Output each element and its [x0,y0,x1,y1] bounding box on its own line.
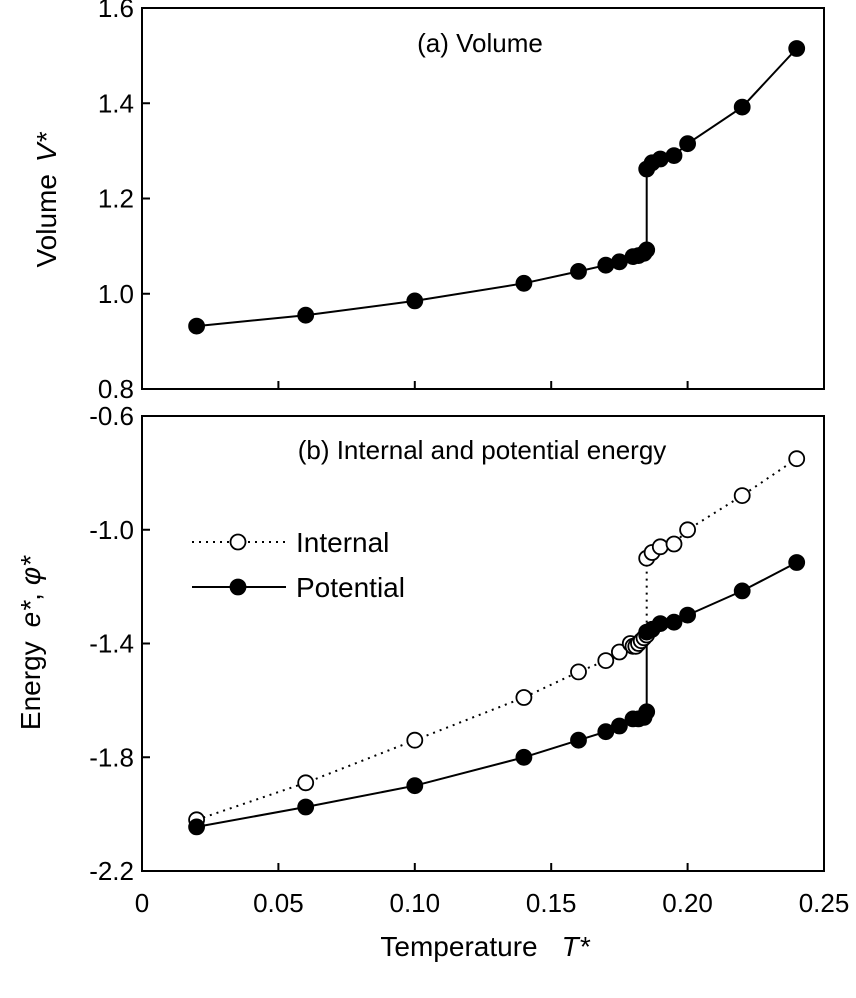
y-tick-label: 1.2 [98,184,134,214]
panel-b-y-symbol-2: φ* [15,555,46,585]
legend-potential-marker [229,578,247,596]
panel-b-y-symbol-1: e* [15,600,46,628]
legend-item-potential: Potential [192,572,405,603]
x-tick-label: 0.05 [253,888,304,918]
data-point-internal [597,652,615,669]
data-point-potential [515,748,533,766]
data-point-potential [611,717,628,735]
panel-a-points [188,40,806,335]
legend: Internal Potential [192,527,405,603]
data-point-volume [188,317,206,335]
data-point-volume [297,306,315,324]
y-tick-label: -2.2 [89,856,134,886]
data-point-volume [651,150,669,168]
data-point-volume [733,98,751,116]
x-label: Temperature [380,931,537,962]
data-point-volume [597,256,615,274]
x-tick-label: 0 [135,888,149,918]
data-point-internal [297,774,315,792]
legend-potential-label: Potential [296,572,405,603]
data-point-potential [665,613,683,631]
data-point-internal [515,689,533,706]
data-point-internal [788,450,806,468]
panel-a-title: (a) Volume [417,28,543,58]
y-tick-label: 1.4 [98,88,134,118]
data-point-potential [188,818,206,836]
data-point-potential [651,615,669,632]
data-point-potential [733,582,751,600]
panel-b-y-axis-title: Energy e*, φ* [15,555,46,730]
panel-a-y-label: Volume [31,174,62,267]
panel-energy: -2.2 -1.8 -1.4 -1.0 -0.6 0 0.05 0.10 0.15 0.20 0.… [15,401,849,918]
y-tick-label: -1.4 [89,629,134,659]
panel-a-y-symbol: V* [31,131,62,162]
data-point-potential [679,606,696,624]
data-point-volume [406,292,424,310]
panel-b-x-axis: 0 0.05 0.10 0.15 0.20 0.25 [135,863,850,918]
data-point-volume [570,262,587,280]
x-tick-label: 0.25 [799,888,850,918]
y-tick-label: 1.6 [98,0,134,23]
panel-a-frame [141,7,825,390]
data-point-potential [297,798,315,816]
data-point-volume [665,147,683,165]
panel-b-y-sep: , [15,593,46,601]
panel-a-lines [196,47,798,328]
series-line-potential [196,561,798,828]
panel-b-title: (b) Internal and potential energy [298,435,667,465]
y-tick-label: -1.8 [89,742,134,772]
data-point-internal [665,535,683,553]
data-point-volume [788,40,806,57]
data-point-internal [733,487,751,505]
data-point-volume [638,241,656,259]
panel-volume: 0.8 1.0 1.2 1.4 1.6 (a) Volume Volume V* [31,0,825,404]
y-tick-label: -0.6 [89,401,134,431]
x-tick-label: 0.20 [662,888,713,918]
legend-item-internal: Internal [192,527,389,558]
data-point-potential [788,554,806,571]
x-symbol: T* [562,931,591,962]
data-point-volume [515,274,533,292]
panel-a-y-axis-title: Volume V* [31,131,62,267]
data-point-internal [679,521,696,539]
legend-internal-label: Internal [296,527,389,558]
x-tick-label: 0.15 [526,888,577,918]
y-tick-label: 0.8 [98,374,134,404]
data-point-potential [638,703,656,721]
data-point-internal [570,663,587,681]
panel-a-y-axis: 0.8 1.0 1.2 1.4 1.6 [98,0,150,404]
data-point-potential [406,777,424,795]
data-point-potential [570,731,587,749]
panel-b-points [188,450,806,836]
series-line-internal [196,457,798,821]
legend-internal-marker [229,533,247,551]
data-point-internal [406,731,424,749]
panel-a-x-axis [141,381,825,389]
x-tick-label: 0.10 [389,888,440,918]
series-line-0 [196,47,798,328]
x-axis-title: Temperature T* [380,931,590,962]
panel-b-lines [196,457,798,828]
y-tick-label: -1.0 [89,515,134,545]
data-point-volume [679,135,696,153]
data-point-internal [651,538,669,556]
panel-b-y-label: Energy [15,641,46,730]
y-tick-label: 1.0 [98,279,134,309]
panel-b-y-axis: -2.2 -1.8 -1.4 -1.0 -0.6 [89,401,150,886]
